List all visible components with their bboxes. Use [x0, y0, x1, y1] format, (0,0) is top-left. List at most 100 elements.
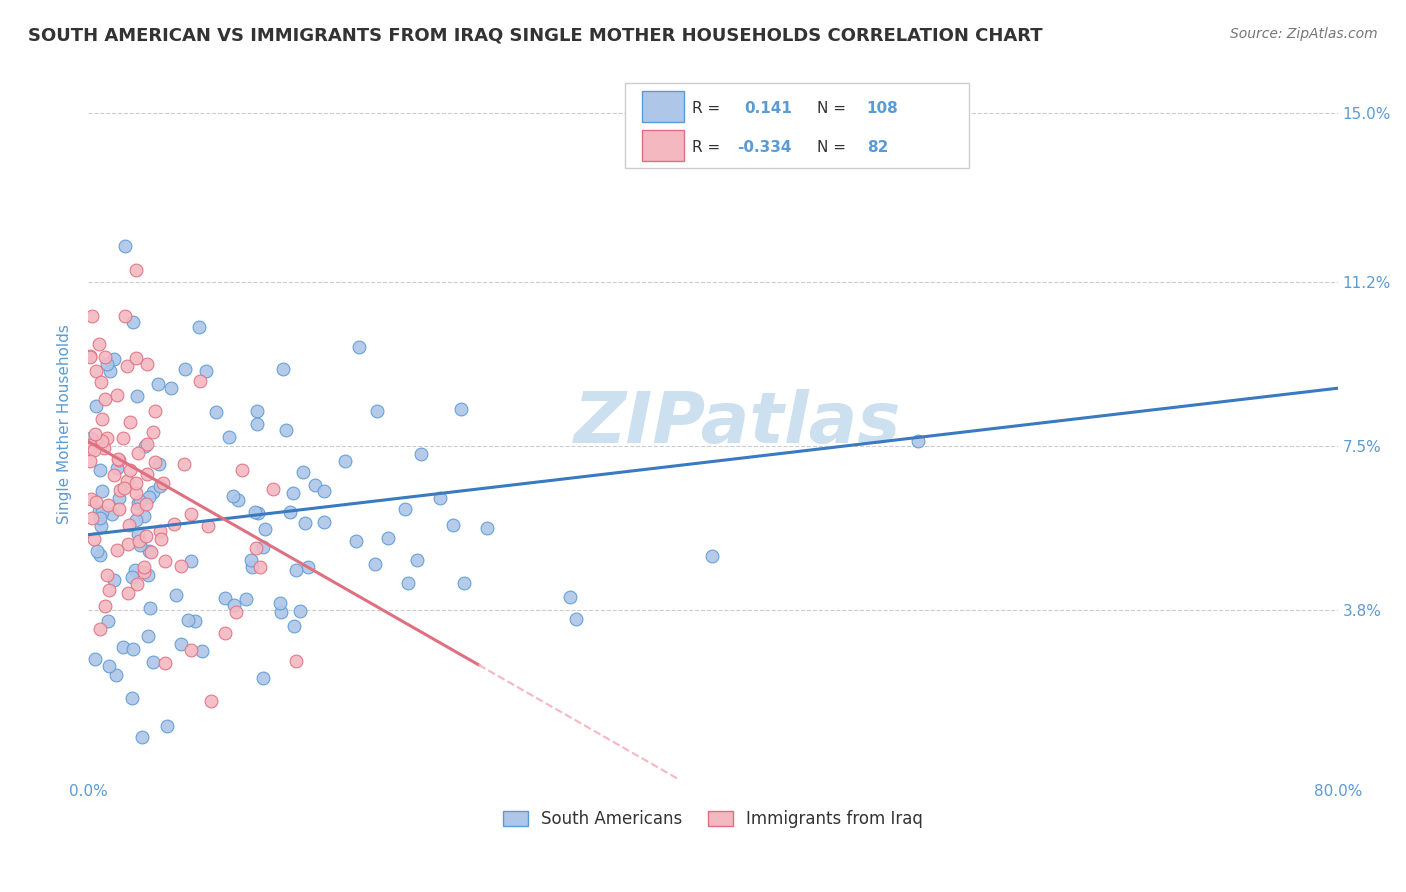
- Point: [100, 364, 122, 378]
- Point: [142, 655, 165, 669]
- Point: [120, 415, 142, 429]
- Point: [138, 490, 160, 504]
- Point: [125, 351, 148, 365]
- Point: [117, 537, 139, 551]
- Point: [409, 447, 432, 461]
- Point: [121, 570, 143, 584]
- Point: [148, 376, 170, 391]
- Point: [225, 606, 247, 620]
- Text: 0.141: 0.141: [744, 101, 792, 116]
- Point: [177, 613, 200, 627]
- Point: [86, 544, 108, 558]
- Point: [139, 600, 162, 615]
- Point: [278, 504, 301, 518]
- Point: [127, 389, 149, 403]
- Point: [127, 501, 149, 516]
- Point: [180, 643, 202, 657]
- Point: [96, 431, 118, 445]
- Point: [200, 693, 222, 707]
- Point: [152, 476, 174, 491]
- Point: [246, 417, 269, 431]
- Text: -0.334: -0.334: [737, 140, 792, 154]
- Point: [103, 574, 125, 588]
- Point: [131, 730, 153, 744]
- Point: [218, 430, 240, 444]
- Point: [149, 532, 172, 546]
- Point: [304, 478, 326, 492]
- Point: [205, 404, 228, 418]
- Point: [180, 554, 202, 568]
- Point: [214, 626, 236, 640]
- Point: [274, 423, 297, 437]
- Point: [143, 454, 166, 468]
- Point: [125, 513, 148, 527]
- Point: [344, 533, 367, 548]
- Point: [132, 559, 155, 574]
- Point: [82, 510, 104, 524]
- Point: [136, 568, 159, 582]
- Point: [347, 340, 370, 354]
- Point: [283, 619, 305, 633]
- Point: [107, 451, 129, 466]
- Point: [138, 544, 160, 558]
- Point: [121, 691, 143, 706]
- Point: [84, 651, 107, 665]
- Text: R =: R =: [692, 140, 720, 154]
- Point: [98, 659, 121, 673]
- Point: [235, 591, 257, 606]
- Point: [84, 426, 107, 441]
- Point: [270, 605, 292, 619]
- Legend: South Americans, Immigrants from Iraq: South Americans, Immigrants from Iraq: [496, 803, 929, 835]
- Point: [90, 375, 112, 389]
- Point: [245, 541, 267, 556]
- Point: [139, 545, 162, 559]
- Point: [97, 614, 120, 628]
- Point: [138, 629, 160, 643]
- Point: [108, 502, 131, 516]
- Point: [98, 582, 121, 597]
- Point: [297, 560, 319, 574]
- Point: [114, 238, 136, 252]
- Point: [115, 474, 138, 488]
- Text: 82: 82: [866, 140, 889, 154]
- Point: [97, 498, 120, 512]
- Point: [246, 403, 269, 417]
- Point: [90, 412, 112, 426]
- Text: N =: N =: [817, 140, 845, 154]
- Point: [84, 364, 107, 378]
- Point: [127, 445, 149, 459]
- Point: [214, 591, 236, 605]
- Point: [153, 554, 176, 568]
- Point: [288, 604, 311, 618]
- Point: [89, 337, 111, 351]
- Point: [252, 540, 274, 554]
- Point: [170, 637, 193, 651]
- Point: [89, 511, 111, 525]
- Point: [108, 453, 131, 467]
- Point: [89, 504, 111, 518]
- Point: [475, 521, 498, 535]
- Point: [89, 548, 111, 562]
- FancyBboxPatch shape: [641, 91, 685, 122]
- Point: [89, 463, 111, 477]
- Point: [190, 644, 212, 658]
- Point: [396, 576, 419, 591]
- Point: [93, 599, 115, 613]
- Y-axis label: Single Mother Households: Single Mother Households: [58, 324, 72, 524]
- Point: [249, 559, 271, 574]
- Point: [226, 493, 249, 508]
- Point: [115, 359, 138, 373]
- Point: [125, 475, 148, 490]
- Point: [79, 437, 101, 451]
- Point: [103, 351, 125, 366]
- Point: [135, 529, 157, 543]
- Point: [128, 538, 150, 552]
- Point: [125, 262, 148, 277]
- Text: ZIPatlas: ZIPatlas: [574, 389, 901, 458]
- Point: [83, 532, 105, 546]
- Point: [96, 357, 118, 371]
- Point: [269, 596, 291, 610]
- FancyBboxPatch shape: [626, 83, 969, 168]
- Text: N =: N =: [817, 101, 845, 116]
- Point: [156, 719, 179, 733]
